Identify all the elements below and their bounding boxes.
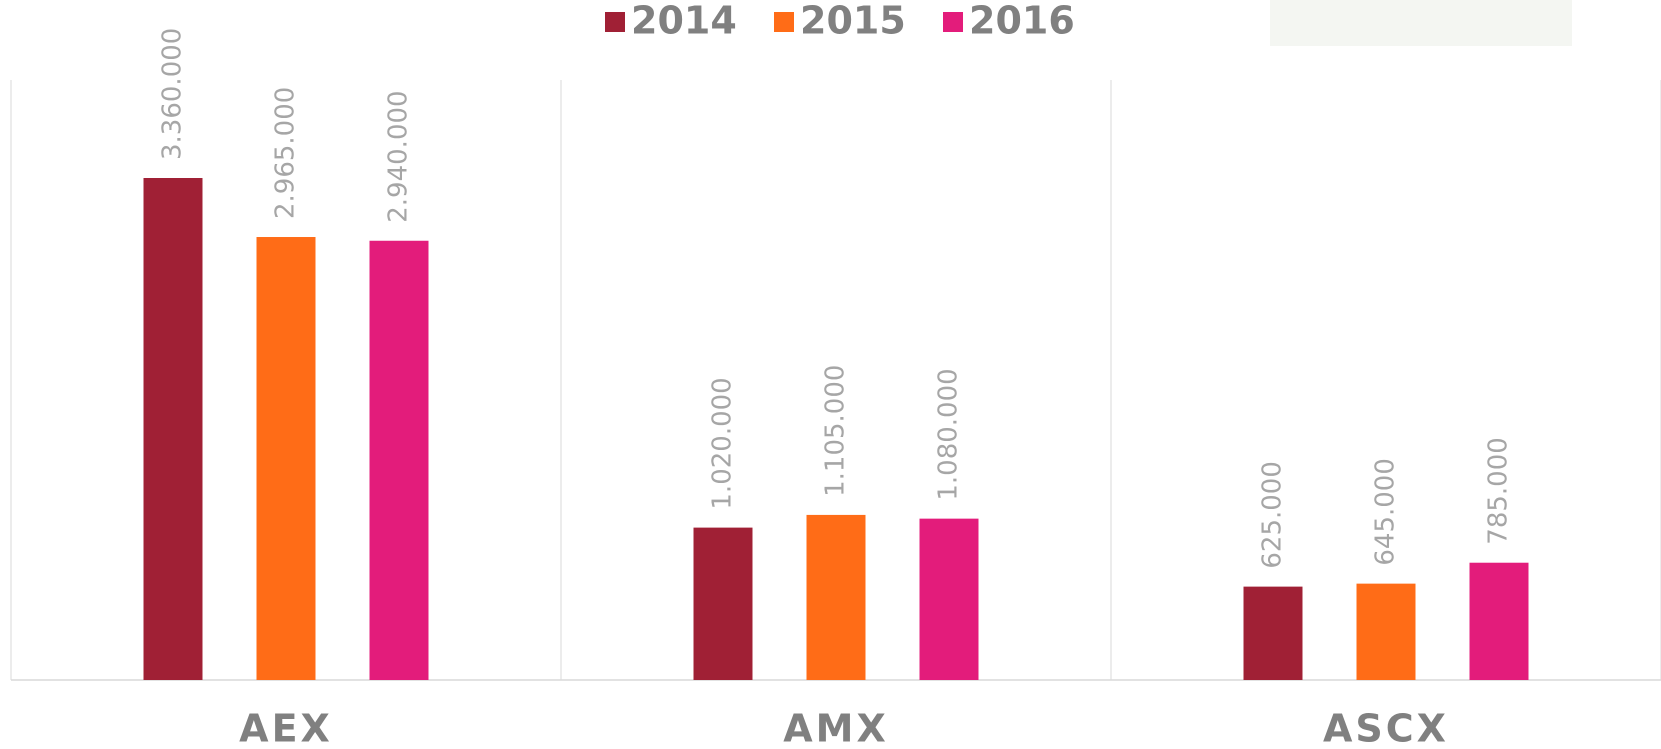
chart: 2014 2015 2016 AEX 3.360.000 2.965.000 2.940.0… xyxy=(0,0,1661,749)
bar xyxy=(920,519,979,680)
data-label: 3.360.000 xyxy=(158,28,188,160)
decorative-image xyxy=(1270,0,1572,46)
bar xyxy=(370,241,429,680)
bar xyxy=(144,178,203,680)
legend-swatch xyxy=(943,12,963,32)
bar xyxy=(1357,584,1416,680)
bar xyxy=(807,515,866,680)
legend-label: 2016 xyxy=(969,0,1075,43)
data-label: 1.105.000 xyxy=(821,365,851,497)
data-label: 1.080.000 xyxy=(934,368,964,500)
data-label: 785.000 xyxy=(1484,437,1514,545)
bar xyxy=(257,237,316,680)
legend-label: 2014 xyxy=(631,0,737,43)
legend-swatch xyxy=(774,12,794,32)
data-label: 1.020.000 xyxy=(708,377,738,509)
x-tick-label: AEX xyxy=(239,707,333,749)
bar xyxy=(694,528,753,680)
data-label: 2.965.000 xyxy=(271,87,301,219)
x-tick-label: ASCX xyxy=(1323,707,1449,749)
data-label: 625.000 xyxy=(1258,461,1288,569)
data-label: 2.940.000 xyxy=(384,90,414,222)
legend-label: 2015 xyxy=(800,0,906,43)
data-label: 645.000 xyxy=(1371,458,1401,566)
legend-swatch xyxy=(605,12,625,32)
bar xyxy=(1470,563,1529,680)
bar xyxy=(1244,587,1303,680)
x-tick-label: AMX xyxy=(783,707,889,749)
